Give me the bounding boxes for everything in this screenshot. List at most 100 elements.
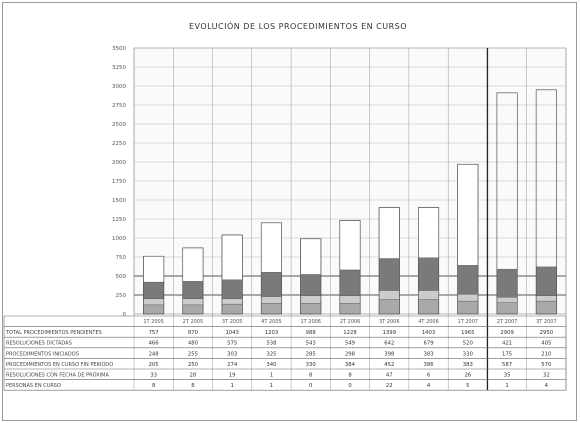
bar-segment bbox=[221, 298, 243, 305]
bar-segment bbox=[418, 257, 439, 291]
bar-segment bbox=[535, 300, 557, 315]
bar-segment bbox=[143, 256, 165, 283]
column-header: 2T 2007 bbox=[497, 319, 518, 325]
chart-title: EVOLUCIÓN DE LOS PROCEDIMIENTOS EN CURSO bbox=[189, 20, 407, 31]
table-cell: 1 bbox=[505, 383, 508, 389]
table-cell: 1965 bbox=[461, 330, 474, 336]
bar-segment bbox=[261, 303, 282, 315]
bar-segment bbox=[496, 302, 518, 315]
bar-total-outline bbox=[457, 163, 479, 315]
table-cell: 1 bbox=[230, 383, 233, 389]
table-cell: 1399 bbox=[383, 330, 396, 336]
y-tick-label: 250 bbox=[116, 293, 127, 299]
bar-total-outline bbox=[339, 220, 361, 315]
table-cell: 255 bbox=[188, 351, 198, 357]
row-label: TOTAL PROCEDIMIENTOS PENDIENTES bbox=[5, 330, 102, 336]
table-cell: 1043 bbox=[225, 330, 238, 336]
bar-segment bbox=[457, 265, 479, 295]
table-cell: 32 bbox=[543, 373, 550, 379]
bar-segment bbox=[143, 281, 165, 299]
column-header: 1T 2007 bbox=[458, 319, 479, 325]
bar-total-outline bbox=[300, 238, 322, 315]
table-cell: 6 bbox=[427, 373, 431, 379]
table-cell: 35 bbox=[504, 373, 511, 379]
table-cell: 405 bbox=[541, 341, 551, 347]
row-label: PROCEDIMIENTOS EN CURSO FIN PERIODO bbox=[6, 362, 113, 368]
bar-segment bbox=[339, 303, 361, 315]
table-cell: 4 bbox=[545, 383, 549, 389]
table-cell: 5 bbox=[466, 383, 469, 389]
column-header: 2T 2006 bbox=[340, 319, 361, 325]
table-cell: 587 bbox=[502, 362, 512, 368]
table-cell: 8 bbox=[348, 373, 352, 379]
table-cell: 988 bbox=[306, 330, 317, 336]
table-cell: 642 bbox=[384, 341, 394, 347]
table-cell: 175 bbox=[502, 351, 512, 357]
bar-segment bbox=[339, 269, 361, 296]
table-cell: 19 bbox=[229, 373, 236, 379]
bar-total-outline bbox=[143, 255, 165, 315]
bar-segment bbox=[418, 290, 439, 300]
table-cell: 298 bbox=[345, 351, 356, 357]
table-cell: 2909 bbox=[500, 330, 513, 336]
bar-segment bbox=[378, 299, 400, 315]
row-label: PERSONAS EN CURSO bbox=[6, 383, 61, 389]
bar-segment bbox=[457, 164, 479, 266]
y-tick-label: 2000 bbox=[112, 160, 126, 166]
table-cell: 250 bbox=[188, 362, 199, 368]
bar-segment bbox=[300, 295, 322, 304]
table-cell: 421 bbox=[502, 341, 512, 347]
y-tick-label: 1500 bbox=[112, 198, 126, 204]
bar-total-outline bbox=[260, 222, 283, 315]
bar-segment bbox=[418, 207, 439, 258]
bar-segment bbox=[261, 272, 282, 297]
column-header: 3T 2005 bbox=[222, 319, 243, 325]
bar-segment bbox=[221, 279, 243, 299]
table-cell: 383 bbox=[463, 362, 473, 368]
bar-segment bbox=[182, 247, 204, 282]
bar-total-outline bbox=[221, 234, 243, 315]
table-cell: 452 bbox=[384, 362, 394, 368]
table-cell: 757 bbox=[149, 330, 159, 336]
table-cell: 870 bbox=[188, 330, 199, 336]
bar-total-outline bbox=[417, 207, 440, 315]
table-cell: 330 bbox=[306, 362, 317, 368]
table-cell: 28 bbox=[190, 373, 197, 379]
bar-segment bbox=[535, 295, 557, 302]
table-cell: 22 bbox=[386, 383, 393, 389]
bar-segment bbox=[457, 294, 479, 302]
bar-segment bbox=[300, 274, 322, 296]
table-cell: 543 bbox=[306, 341, 316, 347]
y-tick-label: 2500 bbox=[112, 122, 126, 128]
bar-segment bbox=[418, 299, 439, 315]
bar-segment bbox=[182, 281, 204, 300]
bar-segment bbox=[300, 303, 322, 315]
bar-segment bbox=[143, 298, 165, 306]
column-header: 3T 2006 bbox=[379, 319, 400, 325]
table-cell: 480 bbox=[188, 341, 199, 347]
table-cell: 1203 bbox=[265, 330, 278, 336]
bar-segment bbox=[339, 220, 361, 271]
table-cell: 383 bbox=[423, 351, 433, 357]
y-tick-label: 2250 bbox=[112, 141, 126, 147]
bar-segment bbox=[339, 295, 361, 304]
y-tick-label: 3500 bbox=[112, 46, 126, 52]
column-header: 4T 2006 bbox=[418, 319, 439, 325]
row-label: PROCEDIMIENTOS INICIADOS bbox=[6, 351, 79, 357]
table-cell: 386 bbox=[423, 362, 434, 368]
bar-segment bbox=[182, 298, 204, 306]
table-cell: 0 bbox=[348, 383, 352, 389]
bar-segment bbox=[221, 234, 243, 281]
data-table: 1T 2005 2T 2005 3T 2005 4T 2005 1T 2006 2T 20… bbox=[3, 315, 567, 391]
y-tick-label: 3250 bbox=[112, 65, 126, 71]
table-cell: 285 bbox=[306, 351, 316, 357]
table-cell: 8 bbox=[309, 373, 313, 379]
y-tick-label: 1750 bbox=[112, 179, 126, 185]
bar-segment bbox=[182, 304, 204, 315]
column-header: 4T 2005 bbox=[261, 319, 282, 325]
table-cell: 0 bbox=[309, 383, 313, 389]
bar-segment bbox=[300, 238, 322, 275]
table-cell: 570 bbox=[541, 362, 552, 368]
table-cell: 538 bbox=[266, 341, 277, 347]
bar-total-outline bbox=[496, 92, 518, 315]
